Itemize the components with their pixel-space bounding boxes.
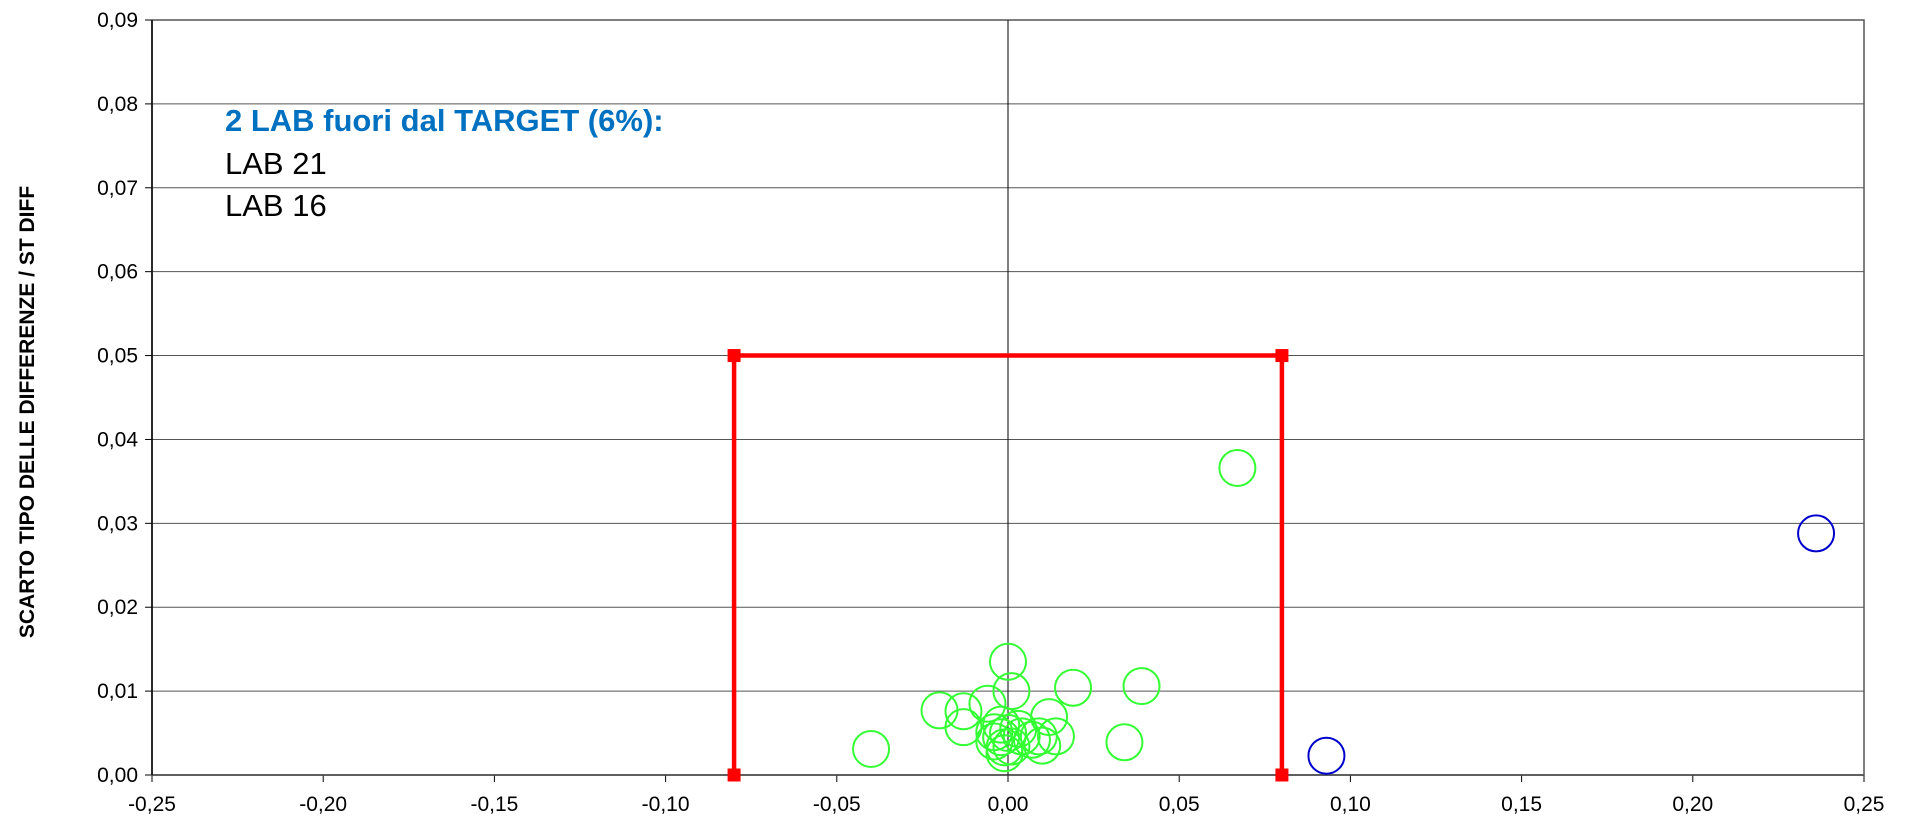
tick-labels: 0,00 0,01 0,02 0,03 0,04 0,05 0,06 0,07 0,08 0,09… — [97, 9, 1884, 816]
data-point — [1218, 448, 1257, 487]
y-tick-label: 0,03 — [97, 512, 138, 535]
y-tick-label: 0,05 — [97, 345, 138, 368]
y-tick-label: 0,00 — [97, 764, 138, 787]
y-tick-label: 0,02 — [97, 596, 138, 619]
target-box-marker — [1275, 768, 1289, 782]
y-tick-label: 0,04 — [97, 428, 138, 451]
target-box-marker — [727, 768, 741, 782]
x-tick-label: 0,25 — [1844, 793, 1885, 816]
target-box-marker — [1275, 349, 1289, 363]
x-tick-label: -0,05 — [813, 793, 861, 816]
y-tick-label: 0,06 — [97, 261, 138, 284]
target-box-marker — [727, 349, 741, 363]
gridlines — [145, 19, 1865, 782]
data-point — [992, 672, 1031, 711]
target-box — [727, 349, 1289, 782]
y-tick-label: 0,08 — [97, 93, 138, 116]
data-point — [852, 729, 891, 768]
data-point — [1797, 514, 1836, 553]
data-point — [1036, 717, 1075, 756]
y-tick-label: 0,07 — [97, 177, 138, 200]
x-tick-label: 0,15 — [1501, 793, 1542, 816]
annotation-heading: 2 LAB fuori dal TARGET (6%): — [225, 103, 664, 138]
data-point — [1023, 726, 1062, 765]
data-point — [989, 642, 1027, 681]
x-tick-label: 0,05 — [1159, 793, 1200, 816]
data-point — [944, 692, 983, 731]
data-point — [1054, 668, 1093, 707]
y-axis-title: SCARTO TIPO DELLE DIFFERENZE / ST DIFF — [16, 186, 39, 638]
x-tick-label: 0,10 — [1330, 793, 1371, 816]
x-tick-label: 0,20 — [1672, 793, 1713, 816]
data-point — [1105, 723, 1144, 762]
data-point — [968, 684, 1007, 723]
annotation-line-lab16: LAB 16 — [225, 188, 327, 223]
annotation-box: 2 LAB fuori dal TARGET (6%): LAB 21 LAB … — [225, 103, 664, 223]
x-tick-label: -0,20 — [299, 793, 347, 816]
annotation-line-lab21: LAB 21 — [225, 146, 327, 181]
x-tick-label: 0,00 — [988, 793, 1029, 816]
data-point — [1030, 698, 1069, 737]
data-point — [1307, 736, 1346, 775]
data-point — [1122, 667, 1161, 706]
data-points — [852, 448, 1836, 775]
data-point — [992, 727, 1031, 766]
target-box-line — [731, 353, 1285, 775]
data-point — [944, 708, 983, 747]
x-tick-label: -0,10 — [642, 793, 690, 816]
data-point — [975, 722, 1014, 761]
y-tick-label: 0,01 — [97, 680, 138, 703]
x-tick-label: -0,25 — [128, 793, 176, 816]
x-tick-label: -0,15 — [470, 793, 518, 816]
y-tick-label: 0,09 — [97, 9, 138, 32]
